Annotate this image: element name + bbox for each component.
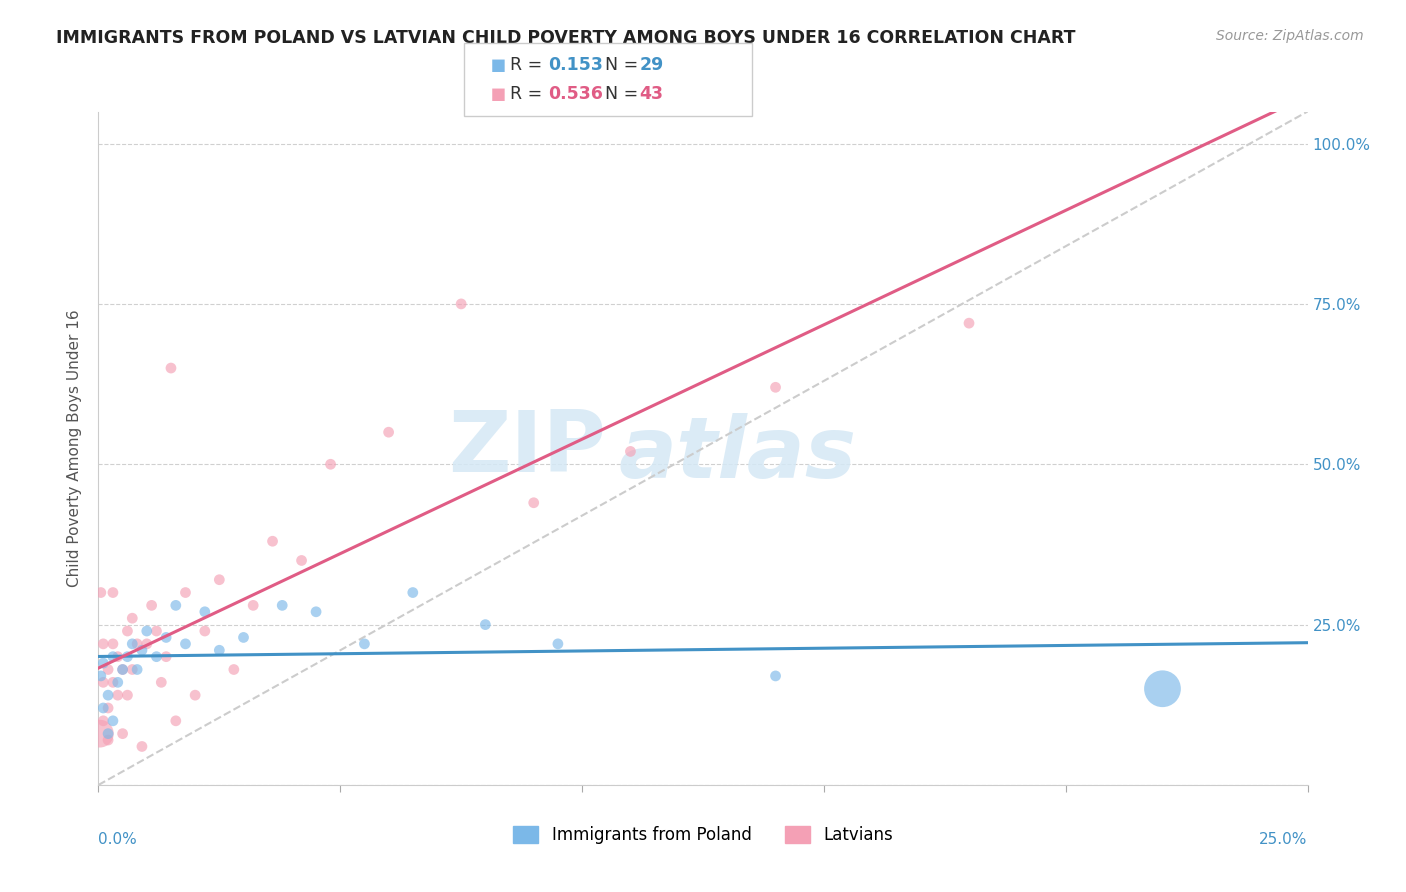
Text: 25.0%: 25.0% xyxy=(1260,832,1308,847)
Point xyxy=(97,688,120,702)
Point xyxy=(174,637,197,651)
Point xyxy=(232,631,254,645)
Point xyxy=(474,617,496,632)
Text: IMMIGRANTS FROM POLAND VS LATVIAN CHILD POVERTY AMONG BOYS UNDER 16 CORRELATION : IMMIGRANTS FROM POLAND VS LATVIAN CHILD … xyxy=(56,29,1076,46)
Point xyxy=(765,669,787,683)
Point xyxy=(121,663,143,677)
Text: 0.0%: 0.0% xyxy=(98,832,138,847)
Point xyxy=(101,649,124,664)
Text: N =: N = xyxy=(605,55,644,74)
Point xyxy=(150,675,173,690)
Point xyxy=(523,496,546,510)
Point xyxy=(89,726,111,740)
Point xyxy=(155,649,177,664)
Point xyxy=(91,675,114,690)
Point xyxy=(619,444,641,458)
Text: N =: N = xyxy=(605,85,644,103)
Point xyxy=(1152,681,1174,696)
Point xyxy=(127,663,149,677)
Text: 0.153: 0.153 xyxy=(548,55,603,74)
Text: ▪: ▪ xyxy=(489,82,506,106)
Point xyxy=(101,585,124,599)
Text: 0.536: 0.536 xyxy=(548,85,603,103)
Point xyxy=(91,701,114,715)
Point xyxy=(121,637,143,651)
Point xyxy=(97,663,120,677)
Point xyxy=(271,599,294,613)
Point xyxy=(450,297,472,311)
Text: ZIP: ZIP xyxy=(449,407,606,490)
Point xyxy=(97,701,120,715)
Point xyxy=(111,663,134,677)
Point xyxy=(208,643,231,657)
Point xyxy=(222,663,245,677)
Point xyxy=(97,733,120,747)
Point xyxy=(131,739,153,754)
Point xyxy=(90,669,112,683)
Point xyxy=(402,585,425,599)
Point xyxy=(107,675,129,690)
Point xyxy=(91,637,114,651)
Point xyxy=(90,585,112,599)
Point xyxy=(319,457,342,471)
Point xyxy=(107,688,129,702)
Point xyxy=(117,624,139,638)
Point xyxy=(160,361,183,376)
Point xyxy=(135,624,157,638)
Point xyxy=(91,656,114,670)
Point xyxy=(117,649,139,664)
Point xyxy=(194,605,217,619)
Point xyxy=(141,599,163,613)
Point xyxy=(194,624,217,638)
Text: R =: R = xyxy=(510,85,548,103)
Point xyxy=(97,726,120,740)
Point xyxy=(165,714,187,728)
Text: 29: 29 xyxy=(640,55,664,74)
Point xyxy=(127,637,149,651)
Point xyxy=(131,643,153,657)
Point xyxy=(174,585,197,599)
Y-axis label: Child Poverty Among Boys Under 16: Child Poverty Among Boys Under 16 xyxy=(67,310,83,587)
Point xyxy=(145,649,167,664)
Text: atlas: atlas xyxy=(619,414,856,497)
Point xyxy=(101,675,124,690)
Point xyxy=(353,637,375,651)
Text: 43: 43 xyxy=(640,85,664,103)
Point xyxy=(117,688,139,702)
Point xyxy=(208,573,231,587)
Point xyxy=(111,726,134,740)
Point xyxy=(290,553,312,567)
Legend: Immigrants from Poland, Latvians: Immigrants from Poland, Latvians xyxy=(506,819,900,851)
Point xyxy=(765,380,787,394)
Point xyxy=(121,611,143,625)
Point xyxy=(107,649,129,664)
Text: R =: R = xyxy=(510,55,548,74)
Point xyxy=(165,599,187,613)
Point xyxy=(135,637,157,651)
Point xyxy=(101,714,124,728)
Point xyxy=(101,637,124,651)
Point xyxy=(957,316,980,330)
Point xyxy=(262,534,284,549)
Point xyxy=(305,605,328,619)
Point xyxy=(145,624,167,638)
Point xyxy=(91,714,114,728)
Point xyxy=(111,663,134,677)
Point xyxy=(547,637,569,651)
Point xyxy=(155,631,177,645)
Text: ▪: ▪ xyxy=(489,53,506,77)
Point xyxy=(242,599,264,613)
Text: Source: ZipAtlas.com: Source: ZipAtlas.com xyxy=(1216,29,1364,43)
Point xyxy=(377,425,399,440)
Point xyxy=(184,688,207,702)
